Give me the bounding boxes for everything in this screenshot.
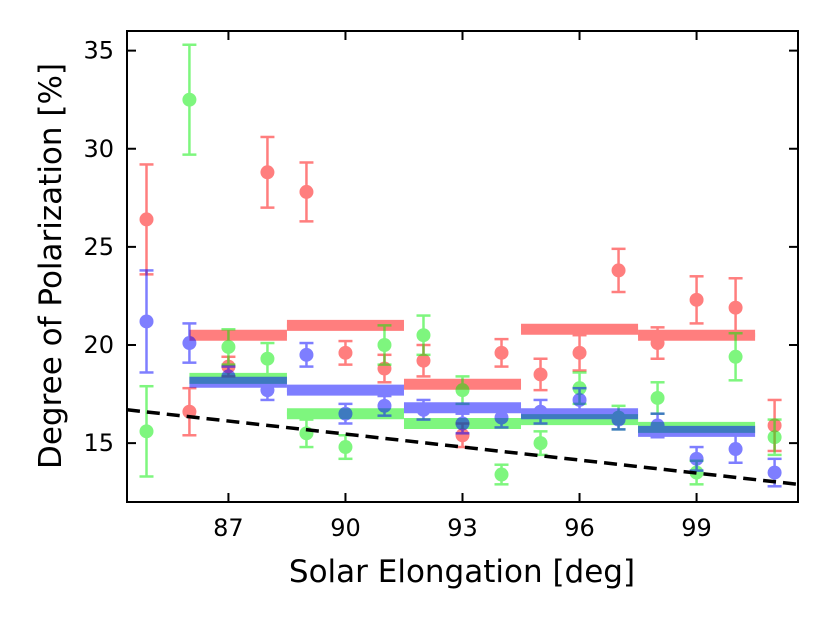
data-point-2-0 <box>139 314 154 329</box>
data-point-2-12 <box>611 412 626 427</box>
y-tick-label-4: 35 <box>83 37 114 65</box>
data-point-1-2 <box>221 339 236 354</box>
y-tick-label-1: 20 <box>83 331 114 359</box>
data-point-0-4 <box>299 184 314 199</box>
data-point-2-9 <box>494 410 509 425</box>
y-tick-label-3: 30 <box>83 135 114 163</box>
data-point-2-2 <box>221 369 236 384</box>
data-point-1-6 <box>377 338 392 352</box>
data-point-2-8 <box>455 416 470 431</box>
data-point-0-0 <box>139 212 154 227</box>
y-tick-label-0: 15 <box>83 429 114 457</box>
axes-ticks: 87 90 93 96 99 15 20 25 30 35 <box>83 31 798 542</box>
data-point-2-4 <box>299 347 314 362</box>
x-tick-label-0: 87 <box>213 514 244 542</box>
data-point-1-14 <box>689 465 704 480</box>
data-point-2-5 <box>338 406 353 421</box>
data-point-1-16 <box>767 430 782 445</box>
y-tick-label-2: 25 <box>83 233 114 261</box>
data-point-2-16 <box>767 465 782 480</box>
data-point-1-1 <box>182 92 197 107</box>
plot-content <box>126 43 799 488</box>
data-point-1-13 <box>650 390 665 405</box>
y-axis-label: Degree of Polarization [%] <box>33 63 69 469</box>
data-point-1-9 <box>494 467 509 482</box>
data-point-0-10 <box>533 367 548 382</box>
data-point-1-10 <box>533 436 548 451</box>
data-point-2-13 <box>650 418 665 433</box>
reference-trend-line <box>126 408 799 487</box>
data-point-0-14 <box>689 292 704 307</box>
data-point-0-12 <box>611 263 626 278</box>
x-axis-label: Solar Elongation [deg] <box>289 554 635 590</box>
data-point-2-14 <box>689 451 704 466</box>
x-tick-label-2: 93 <box>447 514 478 542</box>
data-point-0-3 <box>260 165 275 180</box>
data-point-1-15 <box>728 349 743 364</box>
data-point-0-15 <box>728 300 743 315</box>
data-point-2-1 <box>182 336 197 351</box>
data-point-1-5 <box>338 440 353 455</box>
data-point-2-7 <box>416 402 431 417</box>
data-point-2-3 <box>260 383 275 398</box>
series-2 <box>139 269 782 488</box>
x-tick-label-3: 96 <box>564 514 595 542</box>
data-point-1-3 <box>260 351 275 366</box>
data-point-1-8 <box>455 383 470 398</box>
data-point-2-15 <box>728 442 743 457</box>
x-tick-label-4: 99 <box>681 514 712 542</box>
data-point-0-9 <box>494 345 509 360</box>
data-point-0-13 <box>650 336 665 351</box>
data-point-2-6 <box>377 398 392 413</box>
data-point-0-8 <box>455 428 470 443</box>
data-point-1-7 <box>416 328 431 343</box>
data-point-0-7 <box>416 353 431 368</box>
data-point-2-11 <box>572 392 587 407</box>
data-point-0-11 <box>572 345 587 360</box>
data-point-0-5 <box>338 345 353 360</box>
data-point-1-0 <box>139 424 154 439</box>
data-point-0-1 <box>182 404 197 419</box>
data-point-2-10 <box>533 404 548 419</box>
x-tick-label-1: 90 <box>330 514 361 542</box>
